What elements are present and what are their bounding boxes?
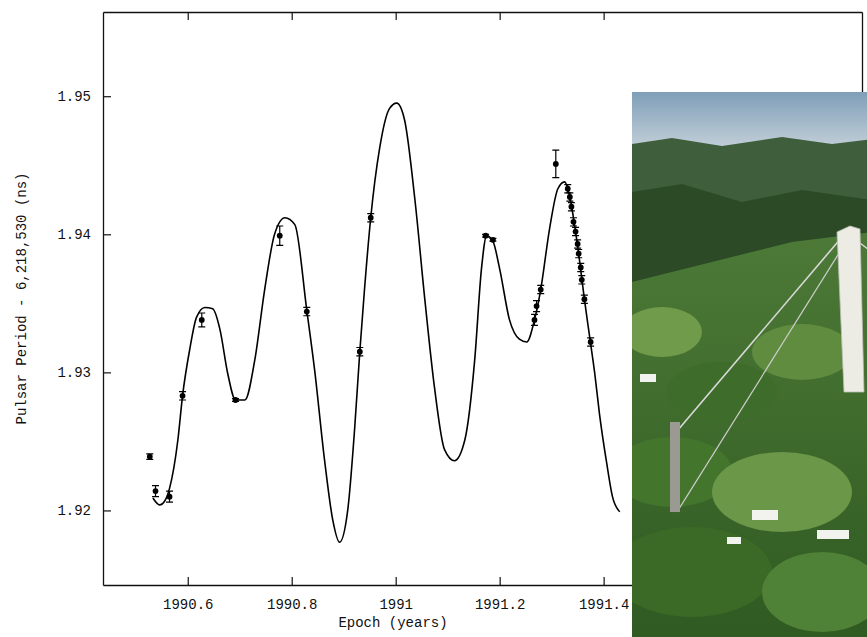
photo-trees	[667, 362, 777, 422]
error-bar	[198, 313, 205, 327]
data-point	[147, 454, 153, 460]
x-axis-tick-label: 1991	[379, 597, 413, 613]
x-axis-top-tick	[292, 12, 293, 20]
chart: 1990.6 1990.8 1991 1991.2 1991.4 1.92 1.93 1.94…	[0, 0, 867, 637]
error-bar	[552, 150, 559, 178]
data-point	[199, 317, 205, 323]
photo-building	[640, 374, 656, 382]
x-axis-top-tick	[604, 12, 605, 20]
x-axis-tick-mark	[604, 577, 605, 585]
x-axis-title: Epoch (years)	[338, 615, 447, 631]
x-axis-tick: 1990.8	[267, 577, 317, 613]
data-point	[553, 161, 559, 167]
x-axis-top-tick-mark	[604, 12, 605, 20]
x-axis-tick: 1991.4	[579, 577, 629, 613]
x-axis-top-tick-mark	[500, 12, 501, 20]
x-axis-tick-label: 1990.6	[163, 597, 213, 613]
photo-inset	[632, 92, 867, 637]
y-axis: 1.92 1.93 1.94 1.95	[57, 13, 111, 586]
x-axis-tick-label: 1991.4	[579, 597, 629, 613]
photo-cable	[677, 242, 846, 512]
error-bar	[152, 486, 159, 497]
y-axis-tick-mark	[103, 510, 111, 511]
y-axis-tick: 1.94	[57, 227, 111, 243]
x-axis-tick: 1991.2	[475, 577, 525, 613]
data-points	[146, 150, 594, 502]
y-axis-tick-label: 1.94	[57, 227, 91, 243]
photo-trees	[712, 452, 852, 532]
x-axis-tick-label: 1991.2	[475, 597, 525, 613]
photo-building	[817, 530, 849, 539]
photo-tower	[837, 226, 864, 392]
x-axis-top-tick-mark	[188, 12, 189, 20]
x-axis-tick-mark	[292, 577, 293, 585]
y-axis-tick-mark	[103, 96, 111, 97]
data-point	[277, 233, 283, 239]
x-axis-top-line	[104, 12, 863, 13]
x-axis-tick-mark	[500, 577, 501, 585]
error-bar	[276, 226, 283, 245]
photo-trees	[762, 552, 867, 632]
photo-tower-small	[670, 422, 680, 512]
fit-curve	[153, 103, 620, 542]
y-axis-title: Pulsar Period - 6,218,530 (ns)	[14, 172, 30, 424]
photo-cable	[672, 237, 842, 437]
y-axis-tick-label: 1.93	[57, 365, 91, 381]
y-axis-tick: 1.95	[57, 89, 111, 105]
data-point	[153, 488, 159, 494]
photo-building	[752, 510, 778, 520]
plot-area	[146, 103, 619, 542]
y-axis-tick-mark	[103, 234, 111, 235]
y-axis-line	[103, 13, 104, 586]
y-axis-tick-mark	[103, 372, 111, 373]
x-axis-tick-label: 1990.8	[267, 597, 317, 613]
photo-trees	[632, 527, 772, 617]
x-axis-top-tick-mark	[396, 12, 397, 20]
y-axis-tick: 1.92	[57, 503, 111, 519]
x-axis-top-tick-mark	[292, 12, 293, 20]
x-axis-top-tick	[396, 12, 397, 20]
x-axis-tick: 1990.6	[163, 577, 213, 613]
x-axis-tick: 1991	[379, 577, 413, 613]
error-bar	[146, 454, 153, 460]
y-axis-tick-label: 1.95	[57, 89, 91, 105]
x-axis-top	[104, 12, 863, 20]
photo-building	[727, 537, 741, 544]
y-axis-tick-label: 1.92	[57, 503, 91, 519]
x-axis-tick-mark	[188, 577, 189, 585]
photo-trees	[632, 307, 702, 357]
x-axis-tick-mark	[396, 577, 397, 585]
y-axis-tick: 1.93	[57, 365, 111, 381]
x-axis-top-tick	[500, 12, 501, 20]
photo-trees	[752, 324, 852, 380]
x-axis-top-tick	[188, 12, 189, 20]
